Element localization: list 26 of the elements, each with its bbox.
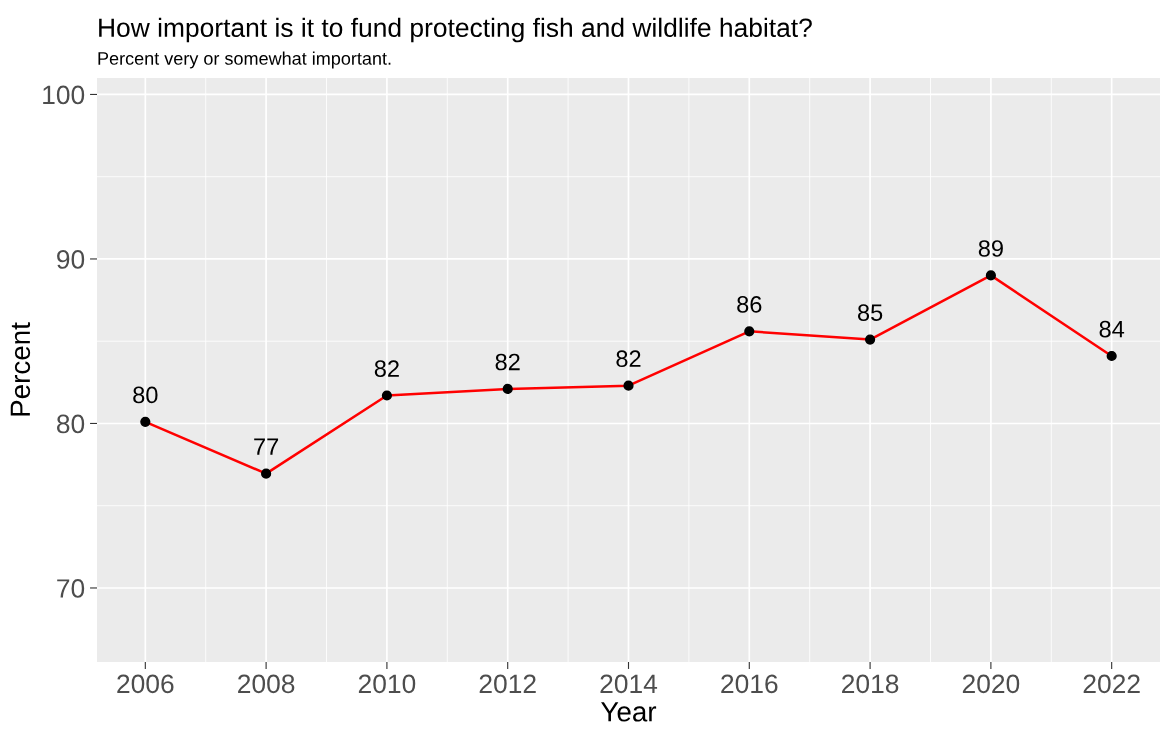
data-label: 89 [978,240,1003,257]
x-axis-title: Year [601,702,657,722]
chart-subtitle: Percent very or somewhat important. [98,51,391,69]
data-label: 84 [1099,320,1125,338]
chart-title: How important is it to fund protecting fish and wildlife habitat? [99,17,812,43]
data-label: 82 [374,360,399,377]
data-label: 82 [616,350,641,368]
data-label: 86 [737,296,762,313]
x-tick-label: 2016 [721,674,778,694]
y-axis-title: Percent [10,322,31,416]
data-label: 82 [495,353,520,371]
x-tick-label: 2014 [600,674,658,694]
x-tick-label: 2020 [962,674,1020,694]
y-tick-label: 100 [43,85,85,105]
x-tick-label: 2010 [358,674,416,694]
data-label: 85 [857,304,883,322]
y-tick-label: 80 [56,414,85,434]
x-tick-label: 2012 [479,674,536,694]
x-tick-label: 2018 [842,674,899,694]
y-tick-label: 70 [57,579,85,598]
x-tick-label: 2008 [238,674,295,694]
data-label: 80 [133,386,158,404]
x-tick-label: 2022 [1083,674,1140,694]
x-tick-label: 2006 [117,674,174,694]
y-tick-label: 90 [57,250,85,269]
data-label: 77 [254,438,279,455]
